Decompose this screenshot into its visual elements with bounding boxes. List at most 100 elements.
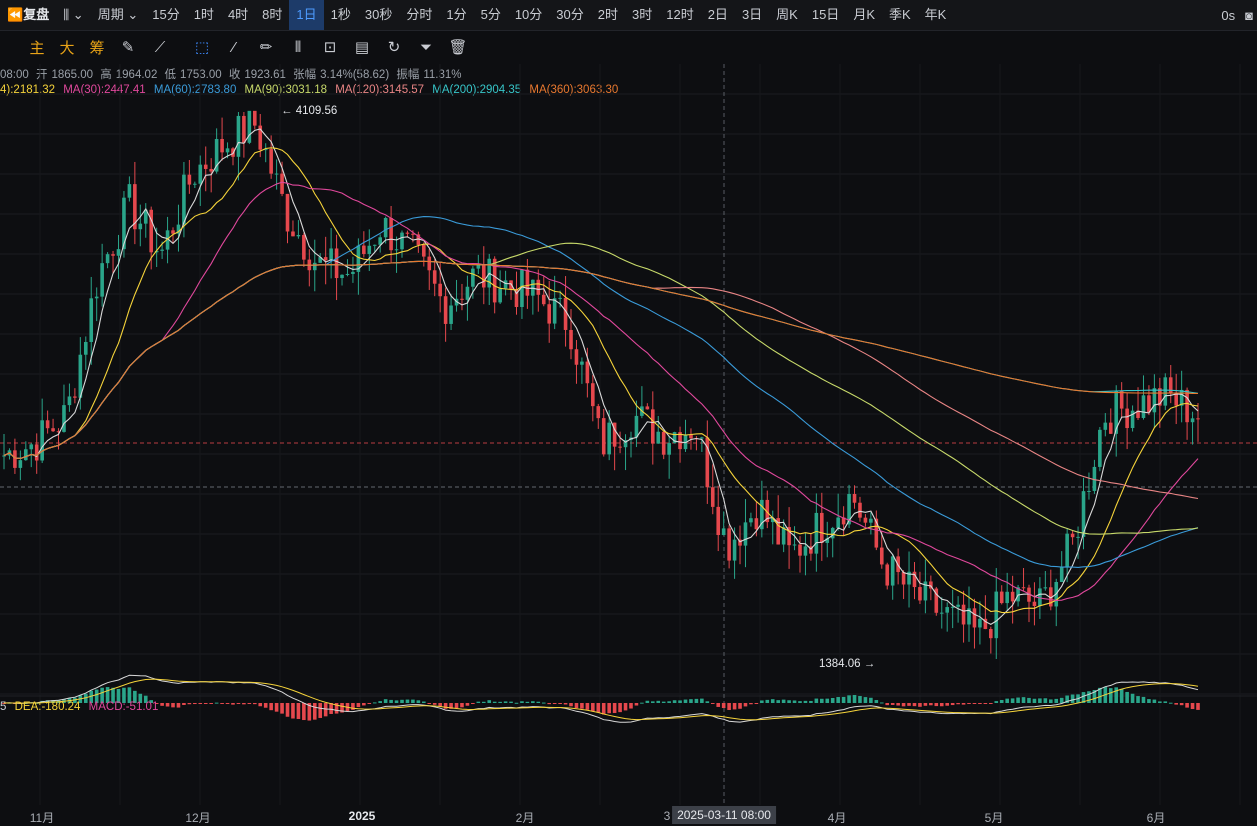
interval-11[interactable]: 30分 [556, 7, 584, 22]
interval-15[interactable]: 2日 [707, 7, 728, 22]
macd-bar [100, 687, 104, 703]
macd-bar [45, 700, 50, 703]
candle-body [1070, 533, 1075, 538]
interval-16[interactable]: 3日 [741, 7, 763, 22]
price-chart[interactable] [0, 64, 1257, 805]
interval-13[interactable]: 3时 [632, 7, 653, 22]
candle-body [29, 444, 34, 450]
macd-bar [231, 703, 235, 705]
candle-body [798, 544, 802, 556]
candle-body [329, 248, 333, 261]
note-icon[interactable]: ▤ [354, 39, 370, 56]
candle-body [596, 406, 601, 419]
tab-large[interactable]: 大 [59, 39, 75, 57]
macd-bar [541, 702, 546, 704]
macd-bar [1027, 697, 1031, 703]
macd-bar [1130, 693, 1135, 703]
candle-body [574, 349, 579, 365]
tab-main[interactable]: 主 [29, 39, 45, 57]
filter-icon[interactable]: ⏷ [419, 38, 432, 56]
interval-3[interactable]: 8时 [262, 7, 283, 22]
candle-body [247, 110, 252, 143]
ma-line-14 [3, 147, 1199, 614]
interval-7[interactable]: 分时 [406, 7, 433, 22]
candle-body [160, 249, 164, 251]
macd-bar [378, 701, 382, 703]
macd-bar [127, 687, 132, 703]
macd-bar [781, 699, 786, 703]
candle-body [263, 149, 268, 151]
macd-bar [847, 695, 851, 703]
macd-bar [171, 703, 175, 708]
interval-18[interactable]: 15日 [811, 7, 840, 22]
candle-body [623, 440, 628, 448]
interval-10[interactable]: 10分 [514, 7, 543, 22]
macd-bar [307, 703, 312, 721]
macd-bar [1141, 696, 1146, 703]
interval-1[interactable]: 1时 [193, 7, 214, 22]
macd-bar [1179, 703, 1184, 706]
interval-0[interactable]: 15分 [152, 7, 180, 22]
macd-bar [1119, 688, 1124, 703]
candle-body [498, 288, 502, 303]
bars-icon[interactable]: ⫴ [294, 38, 302, 56]
draw-tool-icon[interactable]: ✎ [121, 39, 135, 56]
candle-body [481, 264, 486, 288]
interval-9[interactable]: 5分 [480, 7, 501, 22]
macd-bar [225, 703, 230, 704]
candle-body [182, 174, 186, 225]
candle-body [645, 406, 650, 410]
interval-2[interactable]: 4时 [227, 7, 249, 22]
candle-body [661, 431, 666, 455]
candle-body [591, 383, 595, 407]
low-annotation: 1384.06 → [819, 658, 876, 670]
interval-21[interactable]: 年K [924, 7, 947, 22]
interval-8[interactable]: 1分 [446, 7, 467, 22]
macd-bar [312, 703, 317, 720]
macd-bar [1087, 691, 1091, 703]
replay-button[interactable]: ⏪复盘 [7, 7, 50, 22]
candle-body [242, 115, 246, 143]
candle-body [187, 174, 192, 185]
camera-icon[interactable]: ◙ [1245, 7, 1253, 23]
macd-bar [422, 701, 426, 703]
interval-6[interactable]: 30秒 [364, 7, 393, 22]
candle-body [394, 249, 399, 251]
candle-body [749, 518, 753, 523]
trash-icon[interactable]: 🗑 [448, 39, 468, 56]
interval-14[interactable]: 12时 [666, 7, 694, 22]
candle-body [198, 164, 203, 184]
select-icon[interactable]: ⬚ [194, 39, 210, 56]
candle-body [291, 231, 295, 237]
candle-body [503, 280, 508, 289]
position-icon[interactable]: ⊡ [323, 39, 337, 56]
candle-body [465, 286, 470, 300]
macd-bar [460, 703, 464, 708]
macd-bar [280, 703, 284, 714]
macd-bar [356, 703, 361, 708]
candle-body [525, 269, 530, 296]
chart-type-button[interactable]: ⫼ ⌄ [56, 0, 91, 30]
macd-bar [770, 699, 775, 703]
interval-20[interactable]: 季K [888, 7, 911, 22]
ruler-icon[interactable]: ⟋ [154, 38, 166, 56]
chevron-down-icon: ⌄ [123, 7, 139, 22]
interval-12[interactable]: 2时 [597, 7, 618, 22]
fib-icon[interactable]: ↻ [387, 39, 401, 56]
line-icon[interactable]: ⁄ [232, 38, 236, 56]
interval-4[interactable]: 1日 [289, 0, 324, 30]
period-dropdown[interactable]: 周期 ⌄ [97, 7, 139, 22]
macd-bar [105, 687, 110, 703]
candle-body [552, 298, 557, 324]
interval-17[interactable]: 周K [776, 7, 798, 22]
candle-body [667, 443, 671, 455]
interval-19[interactable]: 月K [853, 7, 875, 22]
candle-body [885, 564, 890, 586]
candle-body [939, 612, 944, 614]
candle-body [1163, 377, 1168, 406]
tab-chips[interactable]: 筹 [89, 39, 105, 57]
macd-bar [154, 703, 159, 704]
interval-list: 15分 1时 4时 8时 1日 1秒 30秒 分时 1分 5分 10分 30分 2时 3时 12时 2日 3日周… [145, 0, 953, 30]
brush-icon[interactable]: ✏ [259, 39, 273, 56]
interval-5[interactable]: 1秒 [330, 7, 351, 22]
